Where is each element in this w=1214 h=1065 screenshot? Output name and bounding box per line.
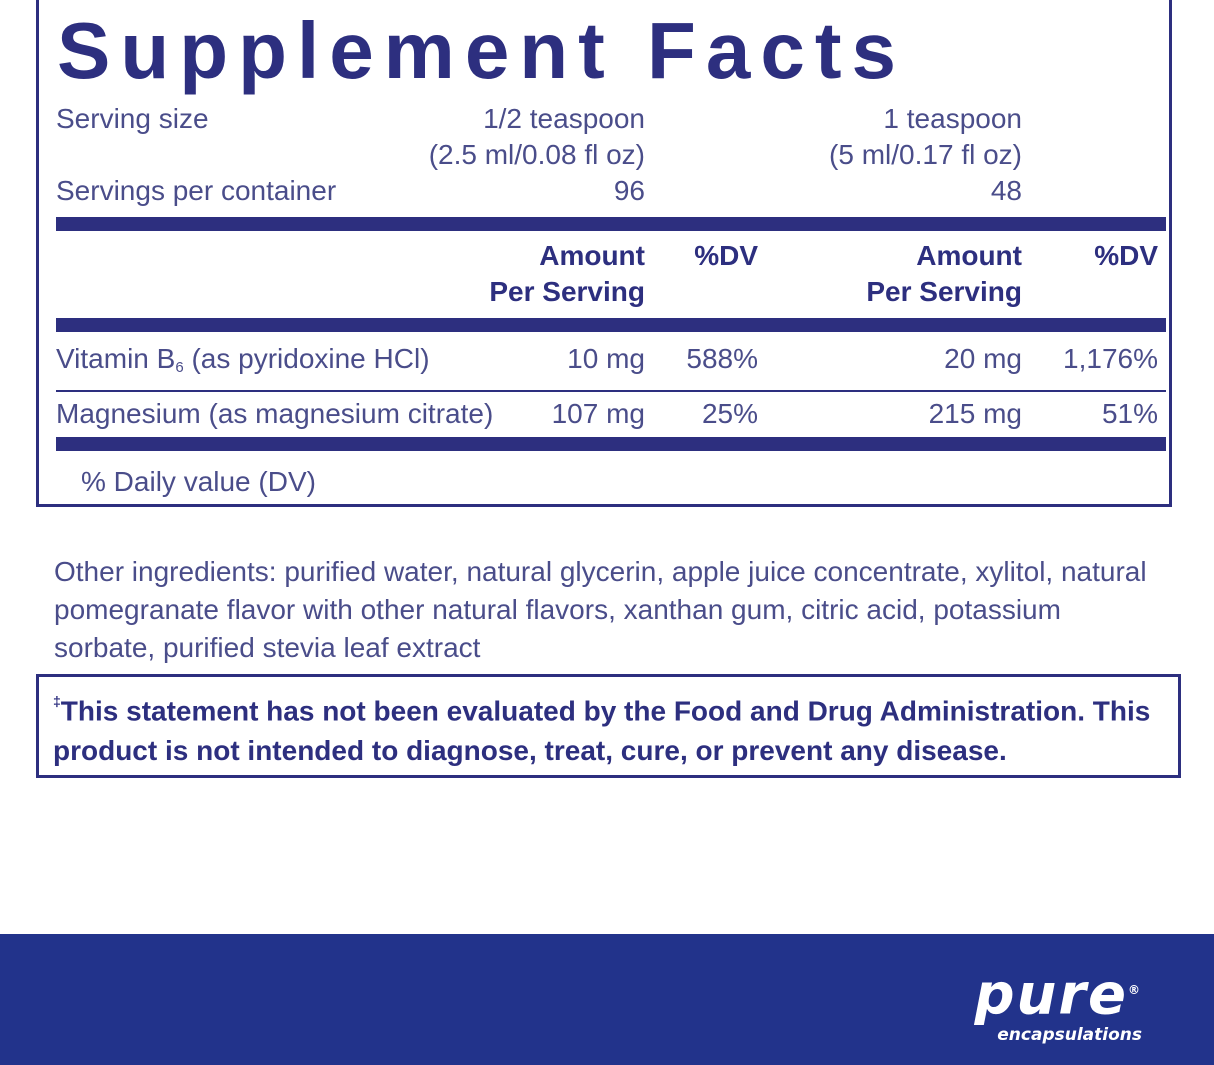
serving-size-full: 1 teaspoon	[883, 103, 1022, 134]
fda-disclaimer: ‡This statement has not been evaluated b…	[53, 685, 1173, 771]
fda-disclaimer-box: ‡This statement has not been evaluated b…	[36, 674, 1181, 778]
serving-size-half-detail: (2.5 ml/0.08 fl oz)	[428, 139, 645, 170]
thick-divider-bottom	[56, 437, 1166, 451]
panel-title: Supplement Facts	[57, 6, 907, 95]
nutrient-amount-half: 107 mg	[551, 398, 645, 429]
servings-per-container-half: 96	[613, 175, 645, 206]
brand-logo: pure® encapsulations	[974, 962, 1142, 1046]
daily-value-note: % Daily value (DV)	[81, 466, 316, 497]
nutrient-name: Vitamin B6 (as pyridoxine HCl)	[56, 343, 430, 376]
header-dv-half: %DV	[694, 240, 758, 271]
thick-divider-top	[56, 217, 1166, 231]
brand-footer: pure® encapsulations	[0, 934, 1214, 1065]
row-divider	[56, 390, 1166, 392]
header-amount-half-line1: Amount	[539, 240, 645, 271]
nutrient-amount-full: 215 mg	[928, 398, 1022, 429]
nutrient-amount-full: 20 mg	[944, 343, 1022, 374]
brand-name: pure®	[974, 962, 1142, 1028]
nutrient-dv-full: 51%	[1101, 398, 1158, 429]
nutrient-dv-half: 588%	[686, 343, 758, 374]
brand-tagline: encapsulations	[997, 1024, 1142, 1045]
supplement-facts-panel: Supplement Facts Serving size 1/2 teaspo…	[36, 0, 1172, 507]
nutrient-amount-half: 10 mg	[567, 343, 645, 374]
serving-size-half: 1/2 teaspoon	[483, 103, 645, 134]
nutrient-dv-full: 1,176%	[1063, 343, 1158, 374]
header-dv-full: %DV	[1094, 240, 1158, 271]
servings-per-container-label: Servings per container	[56, 175, 337, 206]
thick-divider-middle	[56, 318, 1166, 332]
nutrient-name: Magnesium (as magnesium citrate)	[56, 398, 494, 429]
serving-size-full-detail: (5 ml/0.17 fl oz)	[829, 139, 1022, 170]
other-ingredients: Other ingredients: purified water, natur…	[54, 556, 1147, 663]
header-amount-full-line1: Amount	[916, 240, 1022, 271]
serving-size-label: Serving size	[56, 103, 209, 134]
nutrient-dv-half: 25%	[701, 398, 758, 429]
fda-statement: This statement has not been evaluated by…	[53, 695, 1151, 767]
header-amount-full-line2: Per Serving	[866, 276, 1022, 307]
servings-per-container-full: 48	[990, 175, 1022, 206]
registered-mark: ®	[1128, 983, 1142, 997]
double-dagger-mark: ‡	[53, 693, 61, 709]
header-amount-half-line2: Per Serving	[489, 276, 645, 307]
